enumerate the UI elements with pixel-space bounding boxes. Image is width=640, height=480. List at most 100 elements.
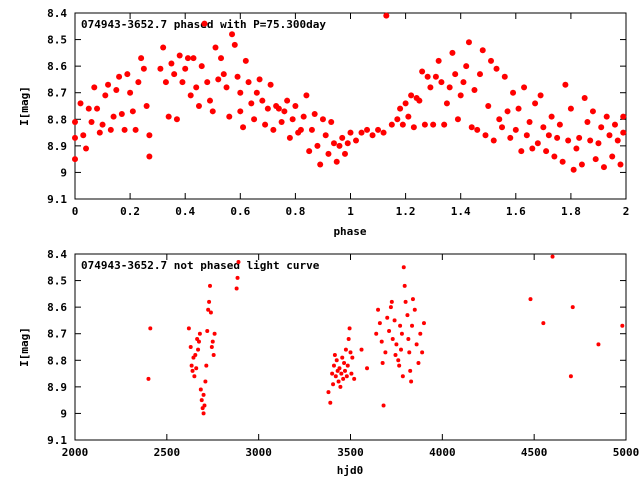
phased-data-point [237, 89, 244, 96]
phased-data-point [248, 100, 255, 107]
unphased-chart-title: 074943-3652.7 not phased light curve [81, 259, 320, 272]
unphased-data-point [396, 358, 401, 363]
phased-x-tick-label: 1.4 [451, 205, 471, 218]
unphased-data-point [146, 376, 151, 381]
phased-data-point [562, 81, 569, 88]
unphased-data-point [347, 326, 352, 331]
unphased-data-point [383, 350, 388, 355]
unphased-data-point [596, 342, 601, 347]
unphased-data-point [334, 358, 339, 363]
phased-data-point [121, 126, 128, 133]
phased-data-point [184, 55, 191, 62]
unphased-data-point [208, 310, 213, 315]
unphased-data-point [198, 387, 203, 392]
phased-panel: 074943-3652.7 phased with P=75.300day ph… [18, 7, 629, 238]
unphased-plot-frame [74, 253, 627, 441]
phased-data-point [559, 158, 566, 165]
unphased-data-point [620, 323, 625, 328]
phased-x-tick-label: 1.6 [506, 205, 526, 218]
phased-data-point [107, 126, 114, 133]
phased-data-point [259, 97, 266, 104]
phased-data-point [278, 118, 285, 125]
phased-data-point [405, 113, 412, 120]
phased-data-point [521, 84, 528, 91]
phased-data-point [102, 92, 109, 99]
phased-data-point [140, 65, 147, 72]
phased-x-tick-label: 1.2 [396, 205, 416, 218]
phased-data-point [311, 110, 318, 117]
unphased-data-point [408, 368, 413, 373]
unphased-x-tick-label: 4500 [521, 446, 548, 459]
unphased-data-point [148, 326, 153, 331]
phased-data-point [218, 55, 225, 62]
phased-data-point [333, 158, 340, 165]
phased-data-point [518, 148, 525, 155]
unphased-data-point [340, 355, 345, 360]
phased-y-tick-label: 8.4 [47, 7, 67, 20]
phased-data-point [215, 76, 222, 83]
phased-data-point [281, 108, 288, 115]
unphased-x-tick-label: 3500 [337, 446, 364, 459]
phased-data-point [256, 76, 263, 83]
unphased-data-point [333, 374, 338, 379]
phased-data-point [306, 148, 313, 155]
unphased-axis-ticks: 2000 2500 3000 3500 4000 4500 5000 8.4 8.5 8.6 8.7… [47, 248, 639, 459]
phased-y-tick-label: 8.8 [47, 113, 67, 126]
unphased-y-tick-label: 9 [60, 407, 67, 420]
phased-plot-frame [74, 12, 627, 200]
phased-data-point [567, 105, 574, 112]
unphased-data-point [418, 331, 423, 336]
unphased-data-point [186, 326, 191, 331]
phased-data-point [493, 65, 500, 72]
phased-data-point [545, 132, 552, 139]
phased-data-point [620, 113, 627, 120]
phased-data-point [554, 134, 561, 141]
phased-data-point [314, 142, 321, 149]
phased-data-point [319, 116, 326, 123]
phased-data-point [94, 105, 101, 112]
unphased-data-point [389, 299, 394, 304]
phased-data-point [157, 65, 164, 72]
unphased-data-point [201, 411, 206, 416]
phased-data-point [270, 126, 277, 133]
phased-data-point [537, 92, 544, 99]
unphased-data-point [421, 321, 426, 326]
unphased-y-tick-label: 8.7 [47, 328, 67, 341]
phased-data-point [129, 108, 136, 115]
phased-data-point [589, 108, 596, 115]
phased-data-point [485, 103, 492, 109]
phased-data-point [424, 73, 431, 80]
phased-data-point [165, 113, 172, 120]
unphased-data-point [380, 360, 385, 365]
unphased-data-point [399, 331, 404, 336]
phased-data-point [292, 103, 299, 109]
phased-data-point [162, 79, 169, 86]
phased-data-point [160, 44, 167, 51]
phased-data-point [110, 113, 117, 120]
unphased-data-point [394, 342, 399, 347]
unphased-data-point [337, 366, 342, 371]
phased-data-point [220, 71, 227, 78]
phased-data-point [551, 153, 558, 160]
unphased-data-point [407, 350, 412, 355]
unphased-data-point [381, 403, 386, 408]
phased-data-point [430, 121, 437, 128]
unphased-data-point [343, 347, 348, 352]
phased-data-point [388, 121, 395, 128]
phased-data-point [118, 110, 125, 117]
unphased-data-point [416, 360, 421, 365]
unphased-data-point [528, 297, 533, 302]
unphased-data-point [212, 331, 217, 336]
phased-data-point [80, 132, 87, 139]
phased-data-point [614, 137, 621, 144]
unphased-data-point [348, 350, 353, 355]
phased-data-point [91, 84, 98, 91]
phased-x-tick-label: 0.2 [120, 205, 140, 218]
phased-data-point [146, 132, 153, 139]
phased-data-point [499, 124, 506, 131]
unphased-data-point [342, 360, 347, 365]
unphased-data-point [412, 307, 417, 312]
phased-data-point [204, 79, 211, 86]
unphased-data-point [410, 323, 415, 328]
phased-data-point [427, 84, 434, 91]
